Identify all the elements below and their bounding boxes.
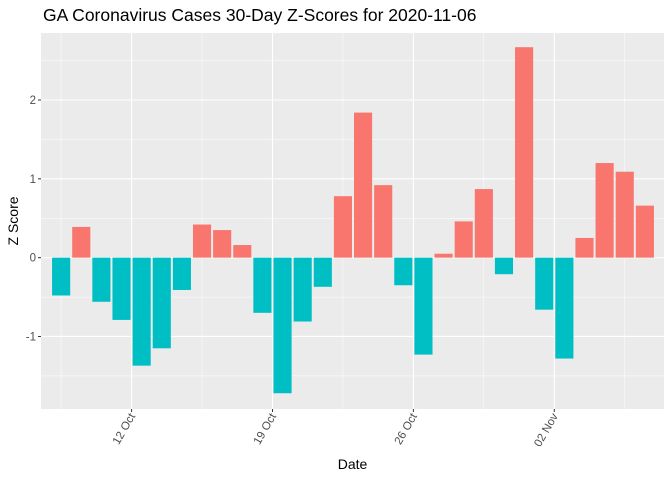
bar [515,47,534,258]
bar [615,171,634,258]
bar [354,112,373,258]
bar [635,205,654,258]
x-axis-title: Date [338,456,368,472]
bar [233,245,252,258]
bar [253,257,272,313]
x-tick-label: 12 Oct [111,411,139,447]
y-axis: -1 0 1 2 [26,95,41,343]
bar [52,257,71,296]
bar [72,226,91,258]
bar [575,237,594,258]
bar [92,257,111,302]
y-tick-label: 0 [30,253,36,265]
bar [494,257,514,275]
y-tick-label: 1 [30,174,36,186]
bar [333,196,352,258]
bar [555,257,574,359]
x-tick-label: 26 Oct [393,411,421,447]
bar [192,224,212,258]
y-tick-label: 2 [30,95,36,107]
bar [535,257,554,310]
bar [112,257,131,320]
bars [52,47,654,394]
bar [293,257,312,322]
grid-minor [41,33,664,409]
x-tick-label: 02 Nov [532,411,561,449]
bar [213,230,232,258]
bar [132,257,151,366]
y-tick-label: -1 [26,331,36,343]
chart-title: GA Coronavirus Cases 30-Day Z-Scores for… [43,5,477,25]
bar [152,257,171,349]
x-tick-label: 19 Oct [252,411,280,447]
bar [172,257,191,290]
bar [394,257,413,286]
y-axis-title: Z Score [5,196,21,245]
bar [454,221,473,258]
bar [474,189,493,258]
bar [313,257,332,287]
bar [595,163,614,258]
bar [374,185,393,258]
x-axis: 12 Oct 19 Oct 26 Oct 02 Nov [111,409,561,449]
bar [434,253,453,258]
bar [414,257,433,355]
bar [273,257,292,394]
